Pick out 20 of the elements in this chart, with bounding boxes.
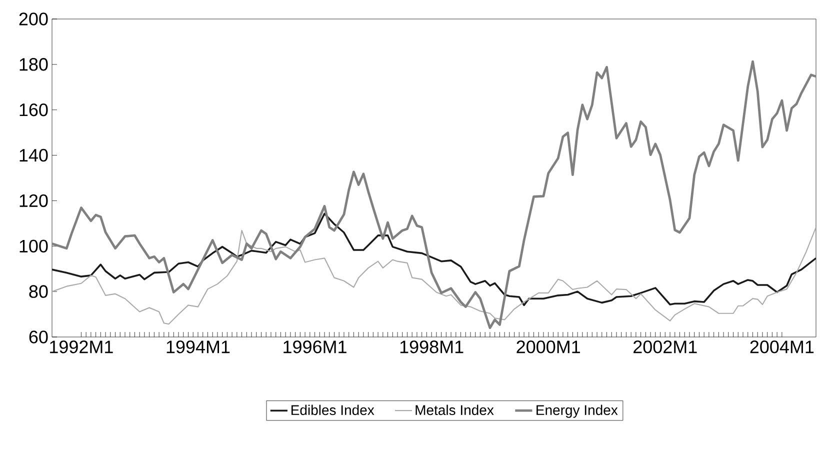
y-tick-label: 160 xyxy=(20,103,48,116)
x-tick-label: 2004M1 xyxy=(750,340,814,354)
x-tick-label: 1994M1 xyxy=(166,340,230,354)
y-tick-label: 120 xyxy=(20,194,48,208)
y-tick-label: 140 xyxy=(20,148,48,162)
legend-label: Edibles Index xyxy=(292,404,374,416)
x-tick-label: 2000M1 xyxy=(516,340,580,354)
x-tick-label: 1998M1 xyxy=(400,340,464,354)
y-tick-label: 200 xyxy=(19,12,48,26)
x-tick-label: 1992M1 xyxy=(50,340,113,354)
line-series xyxy=(52,212,816,306)
y-tick-label: 60 xyxy=(29,330,48,344)
y-tick-label: 80 xyxy=(29,285,48,298)
y-tick-label: 180 xyxy=(20,58,48,71)
legend-label: Energy Index xyxy=(536,404,618,418)
line-series xyxy=(52,226,816,325)
y-tick-label: 100 xyxy=(20,240,48,252)
x-tick-label: 1996M1 xyxy=(284,340,346,354)
legend-label: Metals Index xyxy=(416,404,494,416)
x-tick-label: 2002M1 xyxy=(634,340,697,354)
